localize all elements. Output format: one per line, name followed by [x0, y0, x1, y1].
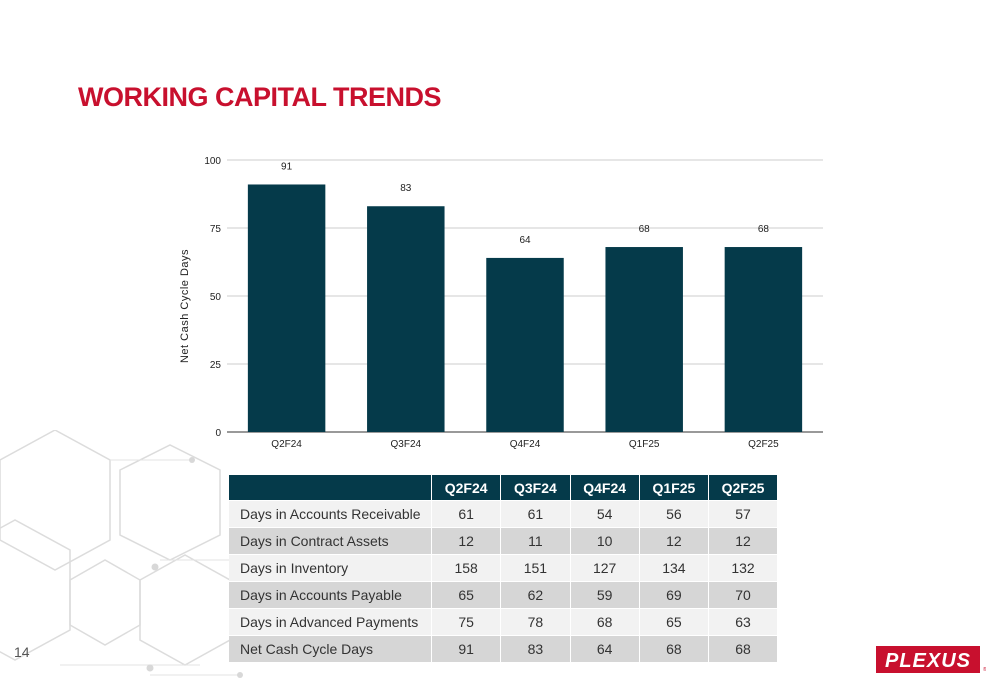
table-row: Days in Accounts Payable 65 62 59 69 70	[229, 581, 777, 609]
table-cell: 65	[430, 581, 501, 609]
page-number: 14	[14, 644, 30, 660]
logo-background	[876, 646, 980, 673]
registered-mark: ®	[983, 666, 986, 673]
column-header: Q2F25	[708, 475, 777, 501]
table-cell: 68	[708, 635, 777, 662]
chart-data-labels: 91 83 64 68 68	[281, 161, 769, 245]
x-tick-label: Q2F24	[271, 439, 302, 450]
table-cell: 61	[430, 500, 501, 528]
table-cell: 83	[500, 635, 570, 662]
y-axis-label: Net Cash Cycle Days	[179, 249, 191, 363]
chart-bars	[247, 184, 803, 432]
table-cell: 59	[569, 581, 640, 609]
table-cell: 132	[708, 554, 777, 582]
table-cell: 64	[569, 635, 640, 662]
table-cell: 158	[430, 554, 501, 582]
table-cell: 70	[708, 581, 777, 609]
column-header: Q3F24	[500, 475, 570, 501]
table-cell: 69	[638, 581, 709, 609]
table-cell: 91	[430, 635, 501, 662]
table-cell: 62	[500, 581, 570, 609]
table-cell: 65	[638, 608, 709, 636]
row-label: Days in Contract Assets	[229, 527, 432, 555]
x-tick-label: Q2F25	[748, 439, 779, 450]
table-header-corner	[229, 475, 432, 501]
bar	[724, 247, 803, 432]
row-label: Days in Accounts Receivable	[229, 500, 432, 528]
table-header-row: Q2F24 Q3F24 Q4F24 Q1F25 Q2F25	[229, 475, 777, 501]
table-cell: 57	[708, 500, 777, 528]
table-cell: 78	[500, 608, 570, 636]
bar	[247, 184, 326, 432]
row-label: Net Cash Cycle Days	[229, 635, 432, 662]
table-cell: 54	[569, 500, 640, 528]
x-axis-ticks: Q2F24 Q3F24 Q4F24 Q1F25 Q2F25	[271, 439, 779, 450]
data-label: 64	[519, 235, 531, 246]
x-tick-label: Q3F24	[391, 439, 422, 450]
data-label: 83	[400, 183, 412, 194]
row-label: Days in Inventory	[229, 554, 432, 582]
table-row: Net Cash Cycle Days 91 83 64 68 68	[229, 635, 777, 662]
table-cell: 134	[638, 554, 709, 582]
bar	[367, 206, 445, 432]
y-tick-label: 50	[210, 292, 222, 303]
table-cell: 127	[569, 554, 640, 582]
table-cell: 68	[569, 608, 640, 636]
column-header: Q2F24	[430, 475, 501, 501]
plexus-logo: PLEXUS ®	[876, 646, 986, 673]
working-capital-table: Q2F24 Q3F24 Q4F24 Q1F25 Q2F25 Days in Ac…	[229, 475, 777, 662]
table-row: Days in Advanced Payments 75 78 68 65 63	[229, 608, 777, 636]
table-cell: 11	[500, 527, 570, 555]
y-tick-label: 0	[215, 428, 221, 439]
bar	[486, 257, 564, 432]
data-label: 91	[281, 161, 293, 172]
data-label: 68	[639, 224, 651, 235]
y-axis-ticks: 0 25 50 75 100	[204, 156, 221, 439]
table-cell: 12	[708, 527, 777, 555]
table-cell: 68	[638, 635, 709, 662]
row-label: Days in Advanced Payments	[229, 608, 432, 636]
table-row: Days in Inventory 158 151 127 134 132	[229, 554, 777, 582]
table-cell: 61	[500, 500, 570, 528]
row-label: Days in Accounts Payable	[229, 581, 432, 609]
table-cell: 63	[708, 608, 777, 636]
table-cell: 75	[430, 608, 501, 636]
table-cell: 151	[500, 554, 570, 582]
y-tick-label: 25	[210, 360, 222, 371]
logo-text: PLEXUS	[885, 650, 971, 672]
table-cell: 12	[430, 527, 501, 555]
x-tick-label: Q1F25	[629, 439, 660, 450]
net-cash-cycle-bar-chart: 0 25 50 75 100 91 83 64 68 68 Q2F24 Q3F24 Q4F24 Q1F…	[179, 156, 823, 450]
data-label: 68	[758, 224, 770, 235]
table-cell: 10	[569, 527, 640, 555]
table-row: Days in Contract Assets 12 11 10 12 12	[229, 527, 777, 555]
slide-title: WORKING CAPITAL TRENDS	[78, 82, 442, 112]
y-tick-label: 75	[210, 224, 222, 235]
column-header: Q4F24	[569, 475, 640, 501]
bar	[605, 247, 683, 432]
column-header: Q1F25	[638, 475, 709, 501]
y-tick-label: 100	[204, 156, 221, 167]
table-cell: 56	[638, 500, 709, 528]
x-tick-label: Q4F24	[510, 439, 541, 450]
table-row: Days in Accounts Receivable 61 61 54 56 …	[229, 500, 777, 528]
table-cell: 12	[638, 527, 709, 555]
